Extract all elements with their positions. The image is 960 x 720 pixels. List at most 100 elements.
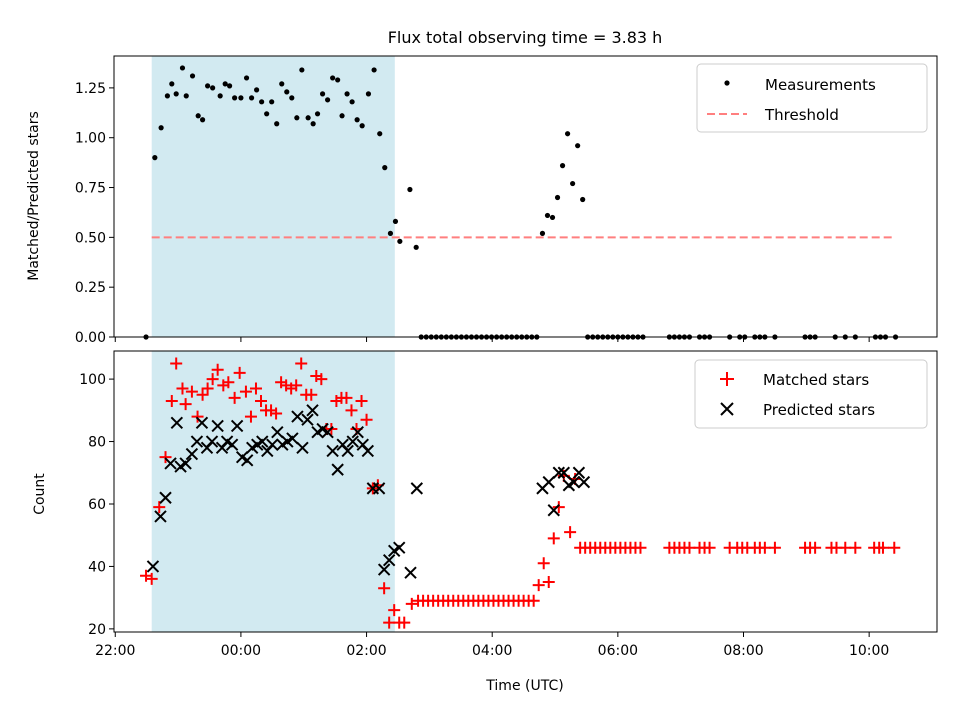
matched-star-point <box>270 407 283 420</box>
observing-window-shade-top <box>151 56 395 337</box>
top-panel: Flux total observing time = 3.83 h Match… <box>26 28 938 346</box>
matched-star-point <box>552 501 565 514</box>
predicted-star-point <box>542 475 555 489</box>
measurement-point <box>294 115 300 121</box>
top-legend-box <box>696 63 928 133</box>
x-tick-label: 04:00 <box>472 643 512 659</box>
measurement-point <box>232 95 238 101</box>
predicted-stars-series <box>146 404 591 579</box>
measurement-point <box>359 123 365 129</box>
predicted-star-point <box>567 475 581 489</box>
measurement-point <box>210 85 216 91</box>
measurement-point <box>173 91 179 97</box>
matched-star-point <box>876 541 889 554</box>
bottom-y-tick-label: 20 <box>88 622 106 638</box>
predicted-star-point <box>159 491 172 504</box>
predicted-star-point <box>572 466 586 479</box>
predicted-star-point <box>547 504 560 517</box>
matched-star-point <box>222 376 235 389</box>
matched-star-point <box>537 557 550 570</box>
predicted-star-point <box>266 438 279 451</box>
measurement-point <box>539 230 546 236</box>
matched-star-point <box>758 541 771 554</box>
predicted-star-point <box>296 441 309 454</box>
matched-star-point <box>305 388 318 401</box>
measurement-point <box>238 95 244 101</box>
predicted-star-point <box>326 444 339 458</box>
matched-star-point <box>255 394 268 407</box>
measurement-point <box>259 99 265 105</box>
predicted-star-point <box>190 435 204 448</box>
predicted-star-point <box>170 416 184 430</box>
x-tick-label: 02:00 <box>346 643 386 659</box>
matched-star-point <box>542 576 555 589</box>
measurement-point <box>387 230 394 236</box>
top-y-tick-label: 0.00 <box>75 330 106 346</box>
matched-star-point <box>191 410 204 423</box>
predicted-star-point <box>271 425 284 439</box>
predicted-star-point <box>240 454 254 467</box>
bottom-y-tick-label: 80 <box>88 435 106 451</box>
matched-star-point <box>564 526 577 539</box>
matched-star-point <box>295 357 308 370</box>
x-tick-label: 10:00 <box>849 643 889 659</box>
measurement-point <box>269 99 275 105</box>
measurement-point <box>310 121 316 127</box>
predicted-star-point <box>230 419 244 433</box>
matched-star-point <box>153 501 166 514</box>
measurement-point <box>365 91 372 97</box>
x-tick-label: 00:00 <box>221 643 261 659</box>
bottom-y-axis-label: Count <box>32 473 48 515</box>
predicted-star-point <box>164 457 177 470</box>
predicted-star-point <box>306 404 319 417</box>
matched-star-point <box>378 582 391 595</box>
matched-star-point <box>849 541 862 554</box>
matched-star-point <box>239 385 252 398</box>
matched-star-point <box>405 597 418 610</box>
measurement-point <box>189 73 196 79</box>
matched-star-point <box>839 541 852 554</box>
x-axis-label: Time (UTC) <box>485 678 563 694</box>
top-y-tick-label: 0.25 <box>75 280 106 296</box>
matched-star-point <box>211 363 224 376</box>
measurement-point <box>580 196 586 203</box>
bottom-y-tick-label: 100 <box>79 372 106 388</box>
bottom-x-ticks: 22:00 00:00 02:00 04:00 06:00 08:00 10:00 <box>95 632 889 659</box>
predicted-star-point <box>557 466 571 479</box>
matched-star-point <box>360 413 373 426</box>
matched-star-point <box>185 385 198 398</box>
measurement-point <box>413 244 419 250</box>
matched-star-point <box>244 410 257 423</box>
matched-star-point <box>547 532 560 545</box>
measurement-point <box>330 75 336 81</box>
matched-star-point <box>201 382 214 395</box>
predicted-star-point <box>211 419 224 433</box>
measurement-point <box>169 81 175 87</box>
bottom-y-tick-label: 60 <box>88 497 106 513</box>
measurement-point <box>152 155 158 161</box>
matched-star-point <box>196 388 209 401</box>
matched-star-point <box>249 382 262 395</box>
measurement-point <box>305 115 311 121</box>
matched-star-point <box>340 391 353 404</box>
bottom-legend: Matched stars Predicted stars <box>694 359 928 429</box>
x-tick-label: 08:00 <box>723 643 763 659</box>
predicted-star-point <box>331 463 344 476</box>
top-y-ticks: 0.00 0.25 0.50 0.75 1.00 1.25 <box>75 81 114 346</box>
matched-star-point <box>703 541 716 554</box>
measurement-point <box>319 91 326 97</box>
top-y-tick-label: 1.00 <box>75 131 106 147</box>
measurement-point <box>279 81 285 87</box>
predicted-star-point <box>154 510 167 523</box>
matched-star-point <box>170 357 183 370</box>
predicted-star-point <box>286 432 299 445</box>
matched-star-point <box>145 572 158 585</box>
matched-star-point <box>315 373 328 386</box>
matched-star-point <box>179 398 192 411</box>
matched-star-point <box>159 451 172 464</box>
measurement-point <box>274 121 280 127</box>
bottom-panel: Count Time (UTC) 20 40 60 80 100 22:00 00:00 0… <box>32 350 938 694</box>
x-tick-label: 22:00 <box>95 643 135 659</box>
legend-predicted-label: Predicted stars <box>763 401 875 419</box>
predicted-star-point <box>377 563 391 576</box>
